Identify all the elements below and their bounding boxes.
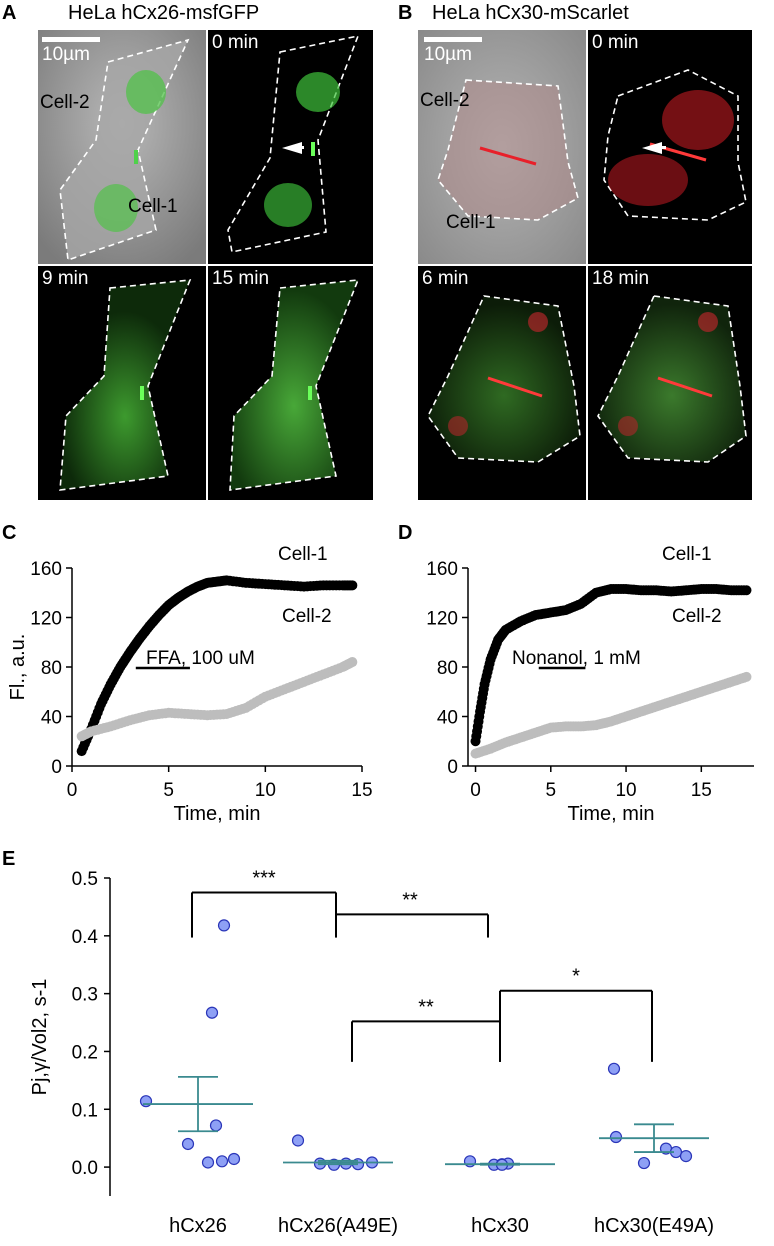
series-label-cell-1: Cell-1	[662, 544, 712, 565]
time-label-b-0: 0 min	[592, 32, 639, 53]
data-point	[209, 1119, 223, 1132]
panel-b-title: HeLa hCx30-mScarlet	[432, 2, 629, 24]
series-cell-1-point	[347, 580, 358, 591]
y-axis-title: Fl., a.u.	[7, 634, 29, 701]
treatment-label: FFA, 100 uM	[146, 648, 255, 669]
data-point	[181, 1137, 195, 1151]
data-point	[291, 1134, 305, 1147]
x-tick-label: 10	[615, 780, 636, 801]
x-axis-title: Time, min	[567, 803, 654, 825]
time-label-a-15: 15 min	[212, 268, 270, 289]
panel-a-brightfield-image	[38, 30, 206, 264]
y-tick-label: 120	[30, 609, 62, 630]
time-label-b-18: 18 min	[592, 268, 650, 289]
panel-a-image-0min	[208, 30, 373, 264]
significance-label: ***	[252, 867, 276, 889]
x-tick-label: 0	[470, 780, 481, 801]
panel-b-brightfield-image	[418, 30, 586, 264]
panel-c-chart: 0 40 80 120 160 0 5 10 15 Time, min Fl., a.u. Cell-…	[7, 544, 373, 825]
x-tick-label: 0	[67, 780, 78, 801]
x-tick-label: 5	[546, 780, 557, 801]
series-label-cell-2: Cell-2	[282, 606, 332, 627]
panel-b-image-6min	[418, 266, 586, 500]
y-tick-label: 40	[437, 708, 458, 729]
series-label-cell-1: Cell-1	[278, 544, 328, 565]
x-axis-title: Time, min	[173, 803, 260, 825]
panel-letter-d: D	[398, 522, 413, 544]
scale-label-a: 10µm	[42, 44, 90, 65]
y-tick-label: 0.1	[72, 1100, 98, 1121]
y-tick-label: 160	[30, 559, 62, 580]
panel-a-image-9min	[38, 266, 206, 500]
scale-bar-b	[424, 37, 482, 42]
series-cell-1-point	[741, 585, 752, 596]
y-tick-label: 0.2	[72, 1042, 98, 1063]
category-label: hCx30(E49A)	[594, 1215, 714, 1237]
panel-b-image-18min	[588, 266, 752, 500]
data-point	[227, 1152, 241, 1166]
treatment-label: Nonanol, 1 mM	[512, 648, 641, 669]
y-tick-label: 0.5	[72, 869, 98, 890]
data-point	[463, 1155, 477, 1168]
panel-letter-c: C	[2, 522, 17, 544]
y-tick-label: 0	[447, 757, 458, 778]
panel-a-image-15min	[208, 266, 373, 500]
time-label-a-9: 9 min	[42, 268, 89, 289]
x-tick-label: 5	[163, 780, 174, 801]
data-point	[201, 1156, 215, 1169]
data-point	[637, 1156, 651, 1170]
series-label-cell-2: Cell-2	[672, 606, 722, 627]
panel-e-chart: 0.0 0.1 0.2 0.3 0.4 0.5 Pj,γ/Vol2, s-1 hCx26 hCx…	[29, 867, 714, 1237]
y-tick-label: 80	[41, 658, 62, 679]
panel-a-title: HeLa hCx26-msfGFP	[68, 2, 260, 24]
panel-letter-a: A	[2, 2, 17, 24]
scale-label-b: 10µm	[424, 44, 472, 65]
x-tick-label: 15	[691, 780, 712, 801]
y-tick-label: 0.4	[72, 927, 99, 948]
y-tick-label: 80	[437, 658, 458, 679]
time-label-b-6: 6 min	[422, 268, 469, 289]
data-point	[139, 1095, 153, 1108]
panel-d-chart: 0 40 80 120 160 0 5 10 15 Time, min Cell-1 Cell-2 No…	[426, 544, 754, 825]
y-tick-label: 160	[426, 559, 458, 580]
data-point	[205, 1006, 219, 1019]
scale-bar-a	[42, 37, 100, 42]
category-label: hCx26(A49E)	[278, 1215, 398, 1237]
y-axis-title: Pj,γ/Vol2, s-1	[29, 979, 51, 1096]
cell2-label-b: Cell-2	[420, 90, 470, 111]
y-tick-label: 0.0	[72, 1158, 98, 1179]
cell2-label-a: Cell-2	[40, 92, 90, 113]
time-label-a-0: 0 min	[212, 32, 259, 53]
category-label: hCx30	[471, 1215, 529, 1237]
y-tick-label: 0	[51, 757, 62, 778]
category-label: hCx26	[169, 1215, 227, 1237]
data-point	[679, 1150, 693, 1163]
series-cell-2-point	[347, 657, 358, 668]
x-tick-label: 10	[255, 780, 276, 801]
series-cell-2-point	[741, 671, 752, 682]
data-point	[217, 919, 231, 932]
data-point	[609, 1130, 623, 1144]
cell1-label-a: Cell-1	[128, 196, 178, 217]
significance-label: *	[572, 966, 580, 988]
data-point	[607, 1062, 621, 1075]
cell1-label-b: Cell-1	[446, 212, 496, 233]
x-tick-label: 15	[351, 780, 372, 801]
y-tick-label: 40	[41, 708, 62, 729]
y-tick-label: 0.3	[72, 985, 98, 1006]
significance-label: **	[402, 889, 418, 911]
panel-letter-e: E	[2, 848, 16, 870]
significance-label: **	[418, 996, 434, 1018]
panel-letter-b: B	[398, 2, 413, 24]
panel-b-image-0min	[588, 30, 752, 264]
data-point	[215, 1155, 229, 1168]
y-tick-label: 120	[426, 609, 458, 630]
